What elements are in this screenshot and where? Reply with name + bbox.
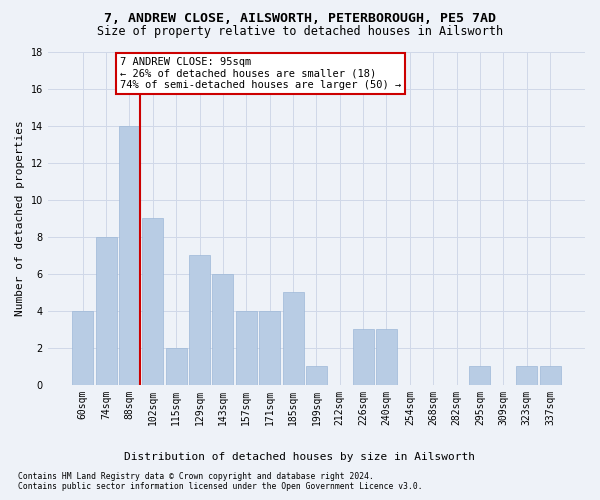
Bar (516, 366, 537, 385)
Bar (95, 236, 116, 385)
Text: Distribution of detached houses by size in Ailsworth: Distribution of detached houses by size … (125, 452, 476, 462)
Text: 7 ANDREW CLOSE: 95sqm
← 26% of detached houses are smaller (18)
74% of semi-deta: 7 ANDREW CLOSE: 95sqm ← 26% of detached … (120, 57, 401, 90)
Text: Size of property relative to detached houses in Ailsworth: Size of property relative to detached ho… (97, 25, 503, 38)
Bar (539, 366, 560, 385)
Bar (376, 330, 397, 385)
Text: Contains public sector information licensed under the Open Government Licence v3: Contains public sector information licen… (18, 482, 422, 491)
Bar (236, 311, 257, 385)
Bar (469, 366, 490, 385)
Bar (72, 311, 93, 385)
Text: Contains HM Land Registry data © Crown copyright and database right 2024.: Contains HM Land Registry data © Crown c… (18, 472, 374, 481)
Bar (142, 218, 163, 385)
Y-axis label: Number of detached properties: Number of detached properties (15, 120, 25, 316)
Bar (212, 274, 233, 385)
Text: 7, ANDREW CLOSE, AILSWORTH, PETERBOROUGH, PE5 7AD: 7, ANDREW CLOSE, AILSWORTH, PETERBOROUGH… (104, 12, 496, 26)
Bar (306, 366, 327, 385)
Bar (189, 255, 210, 385)
Bar (119, 126, 140, 385)
Bar (166, 348, 187, 385)
Bar (283, 292, 304, 385)
Bar (259, 311, 280, 385)
Bar (353, 330, 374, 385)
